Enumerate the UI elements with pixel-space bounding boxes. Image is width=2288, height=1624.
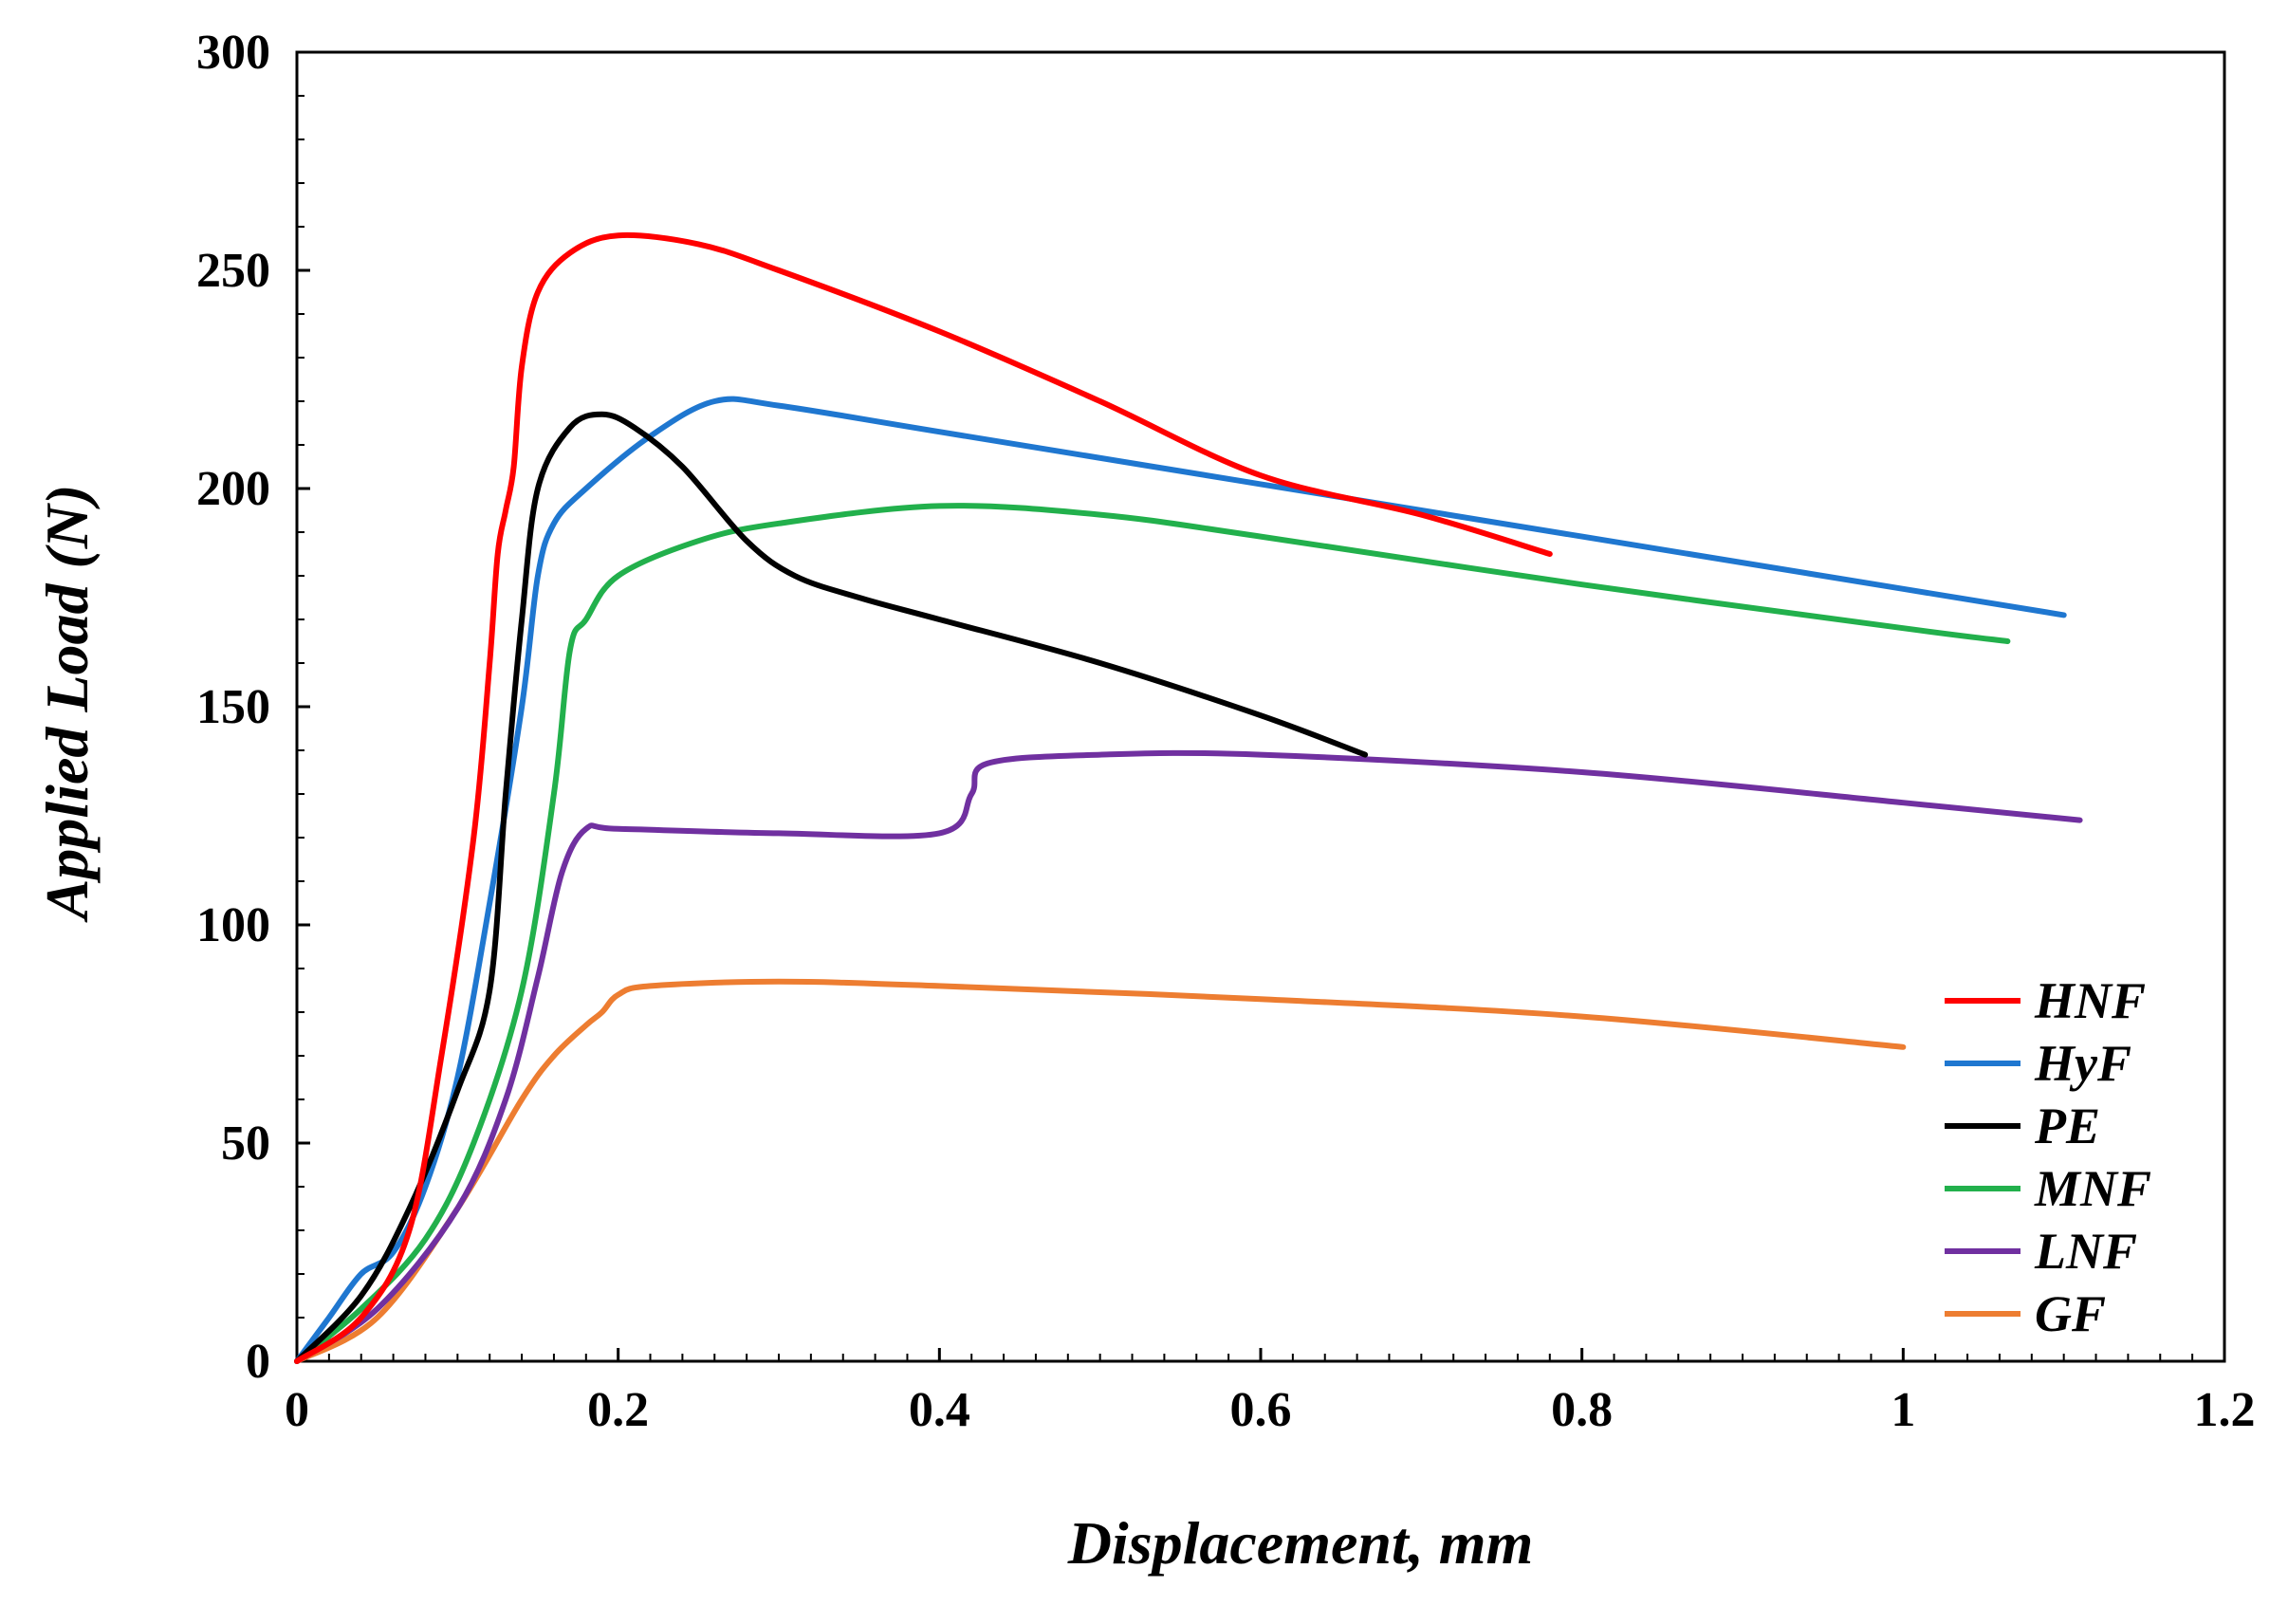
x-tick-label: 0 <box>285 1383 309 1437</box>
y-tick-label: 0 <box>246 1335 270 1389</box>
legend-label-hnf: HNF <box>2034 972 2146 1029</box>
x-tick-label: 1.2 <box>2194 1383 2256 1437</box>
y-tick-label: 100 <box>196 898 270 952</box>
x-axis-title: Displacement, mm <box>1067 1509 1534 1577</box>
y-axis-title: Applied Load (N) <box>33 485 101 924</box>
y-tick-label: 250 <box>196 244 270 298</box>
series-line-hyf <box>294 396 2067 1364</box>
y-tick-label: 200 <box>196 462 270 516</box>
x-tick-label: 0.8 <box>1551 1383 1613 1437</box>
series-line-lnf <box>294 749 2083 1364</box>
x-tick-label: 0.6 <box>1230 1383 1292 1437</box>
x-tick-label: 1 <box>1891 1383 1915 1437</box>
y-tick-label: 300 <box>196 26 270 80</box>
series-line-hnf <box>294 231 1553 1364</box>
series-line-mnf <box>294 503 2011 1364</box>
y-tick-label: 150 <box>196 680 270 734</box>
legend-label-gf: GF <box>2035 1285 2106 1342</box>
series-line-pe <box>294 411 1369 1364</box>
legend-label-mnf: MNF <box>2034 1160 2151 1217</box>
legend-label-lnf: LNF <box>2034 1223 2137 1280</box>
x-tick-label: 0.4 <box>909 1383 970 1437</box>
legend-label-hyf: HyF <box>2034 1035 2131 1092</box>
legend-label-pe: PE <box>2034 1098 2100 1154</box>
y-tick-label: 50 <box>221 1116 270 1171</box>
x-tick-label: 0.2 <box>587 1383 649 1437</box>
